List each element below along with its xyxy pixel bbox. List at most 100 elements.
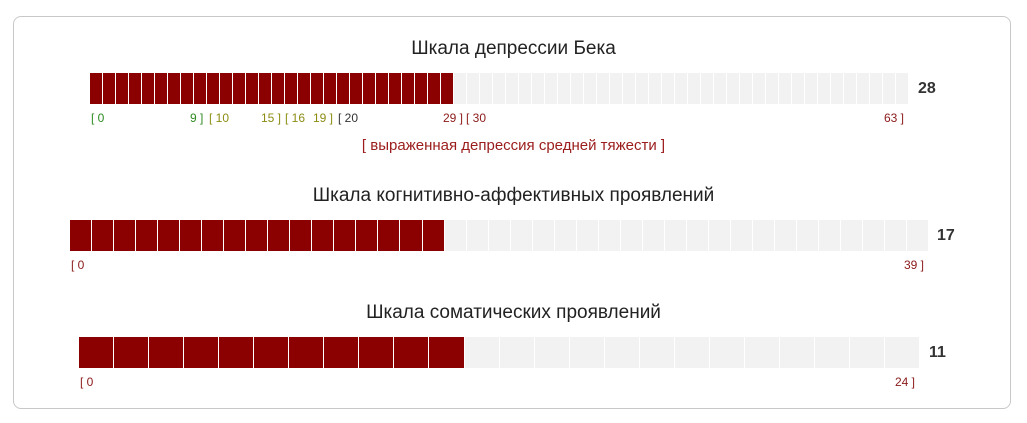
bar-cell-filled [268,220,291,251]
bar-cell-filled [116,73,129,104]
bar-cell-filled [180,220,203,251]
bar-cell-empty [598,220,621,251]
bar-cell-empty [753,73,766,104]
bar-cell-empty [686,220,709,251]
bar-cell-empty [604,337,640,368]
bar-cell-filled [114,337,150,368]
bar-cell-empty [814,337,851,368]
bar-cell-empty [797,220,820,251]
bar-cell-empty [818,73,831,104]
beck-score: 28 [918,80,936,97]
bar-cell-empty [841,220,864,251]
bar-cell-filled [254,337,290,368]
cognitive-scale-title: Шкала когнитивно-аффективных проявлений [312,185,715,206]
bar-cell-filled [378,220,401,251]
bar-cell-filled [246,220,269,251]
bar-cell-filled [312,220,335,251]
bar-cell-filled [219,337,255,368]
bar-cell-filled [389,73,402,104]
range-mild-start: [ 0 [91,111,105,125]
bar-cell-empty [688,73,701,104]
bar-cell-filled [92,220,115,251]
bar-cell-empty [444,220,467,251]
bar-cell-empty [466,220,489,251]
bar-cell-empty [610,73,623,104]
bar-cell-filled [184,337,220,368]
bar-cell-empty [493,73,506,104]
bar-cell-empty [649,73,662,104]
bar-cell-empty [730,220,753,251]
bar-cell-empty [584,73,597,104]
bar-cell-filled [428,73,441,104]
bar-cell-filled [285,73,298,104]
bar-cell-empty [662,73,675,104]
bar-cell-filled [290,220,313,251]
bar-cell-filled [400,220,423,251]
bar-cell-filled [168,73,181,104]
bar-cell-filled [402,73,415,104]
bar-cell-filled [202,220,225,251]
bar-cell-empty [701,73,714,104]
bar-cell-empty [467,73,480,104]
somatic-range-start: [ 0 [80,375,94,389]
bar-cell-filled [289,337,325,368]
bar-cell-empty [779,73,792,104]
bar-cell-empty [766,73,779,104]
beck-scale-title: Шкала депрессии Бека [411,38,616,59]
bar-cell-filled [70,220,93,251]
bar-cell-filled [103,73,116,104]
bar-cell-empty [714,73,727,104]
cognitive-score: 17 [937,227,955,244]
bar-cell-filled [224,220,247,251]
bar-cell-filled [350,73,363,104]
cognitive-range-end: 39 ] [904,258,925,272]
range-moderate-start: [ 16 [285,111,306,125]
bar-cell-empty [532,220,555,251]
bar-cell-filled [259,73,272,104]
somatic-scale-bar [79,337,920,368]
bar-cell-filled [334,220,357,251]
range-moderate-end: 19 ] [313,111,334,125]
bar-cell-empty [674,337,710,368]
range-mild-end: 9 ] [190,111,204,125]
bar-cell-empty [863,220,886,251]
bar-cell-empty [499,337,535,368]
bar-cell-empty [907,220,929,251]
beck-interpretation: [ выраженная депрессия средней тяжести ] [361,137,666,154]
bar-cell-filled [194,73,207,104]
bar-cell-empty [545,73,558,104]
bar-cell-filled [155,73,168,104]
bar-cell-filled [114,220,137,251]
bar-cell-empty [642,220,665,251]
bar-cell-empty [819,220,842,251]
bar-cell-filled [337,73,350,104]
bar-cell-empty [571,73,584,104]
bar-cell-empty [752,220,775,251]
beck-scale-bar [90,73,908,104]
bar-cell-empty [454,73,467,104]
bar-cell-filled [422,220,445,251]
bar-cell-empty [519,73,532,104]
bar-cell-empty [792,73,805,104]
bar-cell-filled [158,220,181,251]
bar-cell-filled [441,73,454,104]
bar-cell-empty [534,337,570,368]
bar-cell-filled [129,73,142,104]
cognitive-range-start: [ 0 [71,258,85,272]
bar-cell-filled [142,73,155,104]
bar-cell-filled [79,337,115,368]
bar-cell-filled [359,337,395,368]
bar-cell-filled [207,73,220,104]
bar-cell-empty [844,73,857,104]
bar-cell-filled [136,220,159,251]
bar-cell-empty [636,73,649,104]
bar-cell-empty [870,73,883,104]
bar-cell-filled [220,73,233,104]
bar-cell-filled [181,73,194,104]
bar-cell-empty [805,73,818,104]
bar-cell-empty [639,337,675,368]
bar-cell-filled [233,73,246,104]
bar-cell-filled [324,73,337,104]
range-severe-end: 63 ] [884,111,905,125]
